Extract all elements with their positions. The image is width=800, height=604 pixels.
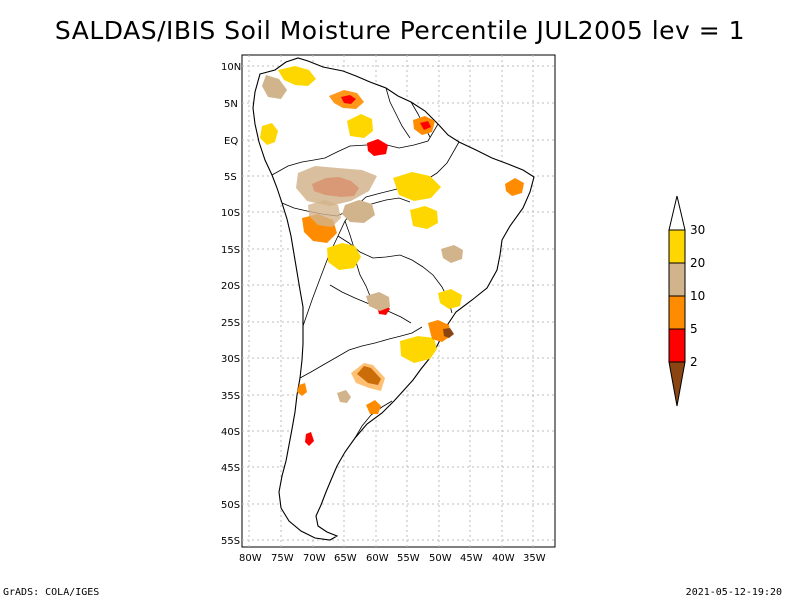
moisture-patch-paraguay-tan [366, 292, 390, 311]
moisture-patch-north-red [341, 95, 356, 104]
moisture-patch-venezuela-yellow [278, 66, 316, 86]
moisture-patch-colombia-tan [262, 75, 287, 99]
moisture-patch-bolivia-yellow [327, 243, 361, 270]
moisture-patch-argentina-orange [351, 363, 385, 391]
moisture-patch-chile-orange [297, 383, 307, 396]
legend-bin-5-10 [668, 295, 686, 330]
lat-label: 15S [221, 245, 240, 256]
legend: 30 20 10 5 2 [668, 195, 705, 407]
legend-label-20: 20 [690, 256, 705, 270]
moisture-patch-east-tan [441, 245, 463, 263]
lon-label: 80W [239, 553, 262, 564]
lat-label: 35S [221, 391, 240, 402]
moisture-patch-guiana-red [420, 121, 431, 130]
latitude-labels: 10N 5N EQ 5S 10S 15S 20S 25S 30S 35S 40S… [221, 62, 241, 547]
soil-moisture-fields [260, 66, 524, 446]
moisture-patch-amazon-tan [296, 166, 377, 206]
lat-label: 50S [221, 500, 240, 511]
moisture-patch-central-yellow [393, 172, 441, 201]
footer-left-text: GrADS: COLA/IGES [3, 587, 100, 598]
moisture-patch-northcentral-yellow [347, 114, 373, 138]
lon-label: 50W [429, 553, 452, 564]
lon-label: 65W [334, 553, 357, 564]
legend-label-30: 30 [690, 223, 705, 237]
legend-bin-2-5 [668, 328, 686, 363]
moisture-patch-central-tan [342, 200, 375, 223]
moisture-patch-north-red-2 [367, 139, 388, 156]
legend-top-arrow [668, 195, 686, 231]
moisture-patch-northwest-yellow [260, 123, 278, 145]
legend-bottom-arrow [668, 361, 686, 407]
legend-label-10: 10 [690, 289, 705, 303]
moisture-patch-south-tan [337, 390, 351, 403]
lat-label: 5S [224, 172, 237, 183]
legend-bin-10-20 [668, 262, 686, 297]
lat-label: 10N [221, 62, 241, 73]
moisture-patch-southeast-brown [443, 328, 454, 338]
lat-label: 30S [221, 354, 240, 365]
lon-label: 40W [492, 553, 515, 564]
lon-label: 60W [366, 553, 389, 564]
moisture-patch-south-yellow [400, 336, 437, 363]
moisture-patch-east-orange [505, 178, 524, 196]
lon-label: 45W [460, 553, 483, 564]
lat-label: 5N [224, 99, 238, 110]
legend-label-2: 2 [690, 355, 698, 369]
lon-label: 75W [271, 553, 294, 564]
lat-label: 40S [221, 427, 240, 438]
lon-label: 35W [523, 553, 546, 564]
legend-label-5: 5 [690, 322, 698, 336]
lon-label: 55W [397, 553, 420, 564]
lat-label: 45S [221, 463, 240, 474]
longitude-labels: 80W 75W 70W 65W 60W 55W 50W 45W 40W 35W [239, 553, 546, 564]
lat-label: 10S [221, 208, 240, 219]
moisture-patch-chile-red [305, 432, 314, 446]
lat-label: 55S [221, 536, 240, 547]
moisture-patch-peru-tan [308, 200, 341, 227]
legend-bin-20-30 [668, 229, 686, 264]
lat-label: 25S [221, 318, 240, 329]
map-title: SALDAS/IBIS Soil Moisture Percentile JUL… [54, 16, 746, 45]
lat-label: EQ [224, 136, 238, 147]
footer-right-text: 2021-05-12-19:20 [685, 587, 782, 598]
moisture-patch-east-yellow [410, 206, 438, 229]
moisture-patch-south-brazil-yellow [438, 289, 462, 309]
lat-label: 20S [221, 281, 240, 292]
moisture-patch-pampas-orange [366, 400, 381, 414]
lon-label: 70W [303, 553, 326, 564]
